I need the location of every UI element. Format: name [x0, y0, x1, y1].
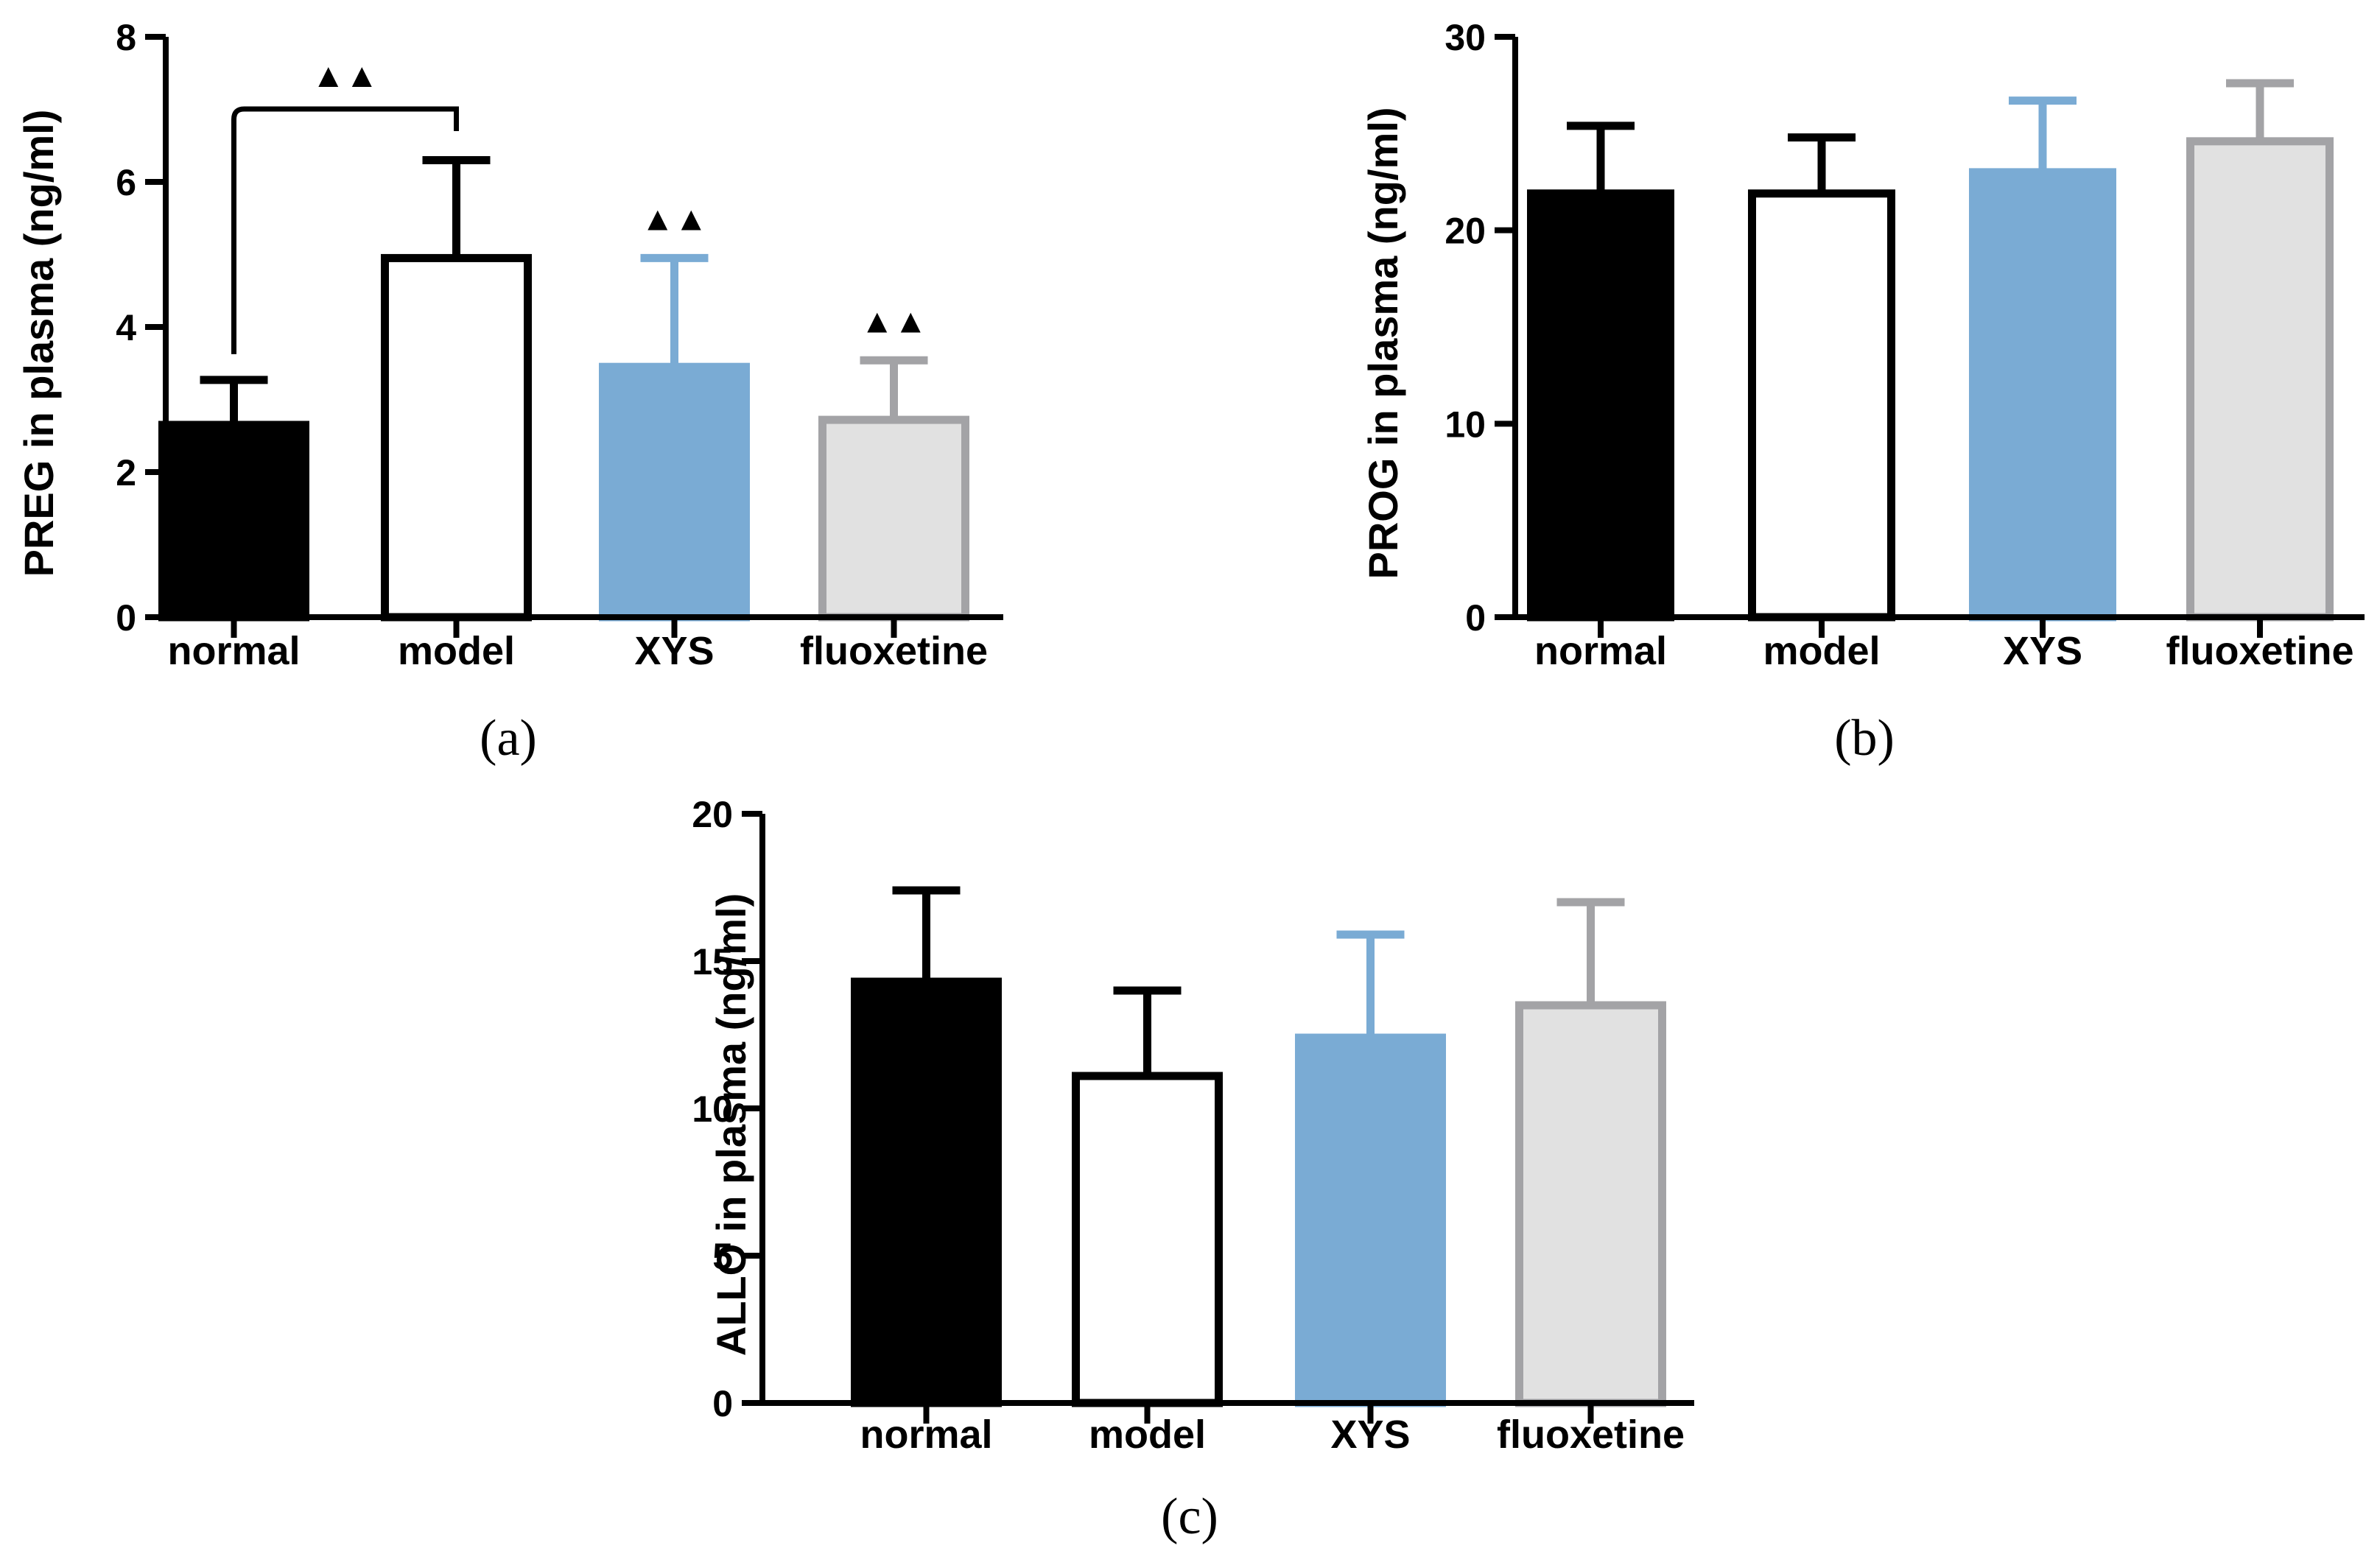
bar-normal [158, 421, 309, 622]
y-tick-label: 15 [692, 941, 733, 982]
bar-xys [1969, 168, 2116, 622]
x-tick-label-fluoxetine: fluoxetine [800, 629, 988, 673]
y-tick-label: 20 [1445, 211, 1486, 252]
x-tick-label-normal: normal [1534, 629, 1667, 673]
y-tick-label: 0 [712, 1383, 733, 1424]
y-tick-label: 8 [116, 17, 136, 58]
y-tick-label: 30 [1445, 17, 1486, 58]
y-tick-label: 20 [692, 794, 733, 835]
x-tick-label-model: model [1763, 629, 1880, 673]
significance-marker: ▲▲ [312, 56, 379, 94]
y-tick-label: 10 [1445, 404, 1486, 445]
bar-xys [1295, 1033, 1446, 1407]
bar-fluoxetine [818, 415, 969, 622]
panel-label: (a) [480, 710, 537, 767]
y-tick-label: 2 [116, 452, 136, 493]
bar-model [1748, 189, 1895, 622]
panel-c: 0 5 10 15 20 normal model XYS fluoxetine ALLO in … [692, 794, 1694, 1545]
bar-normal [1527, 189, 1674, 622]
bar-xys [599, 362, 750, 622]
x-tick-label-xys: XYS [634, 629, 714, 673]
x-tick-label-model: model [1089, 1413, 1206, 1457]
x-tick-label-normal: normal [860, 1413, 992, 1457]
y-tick-label: 0 [1465, 597, 1486, 639]
panel-label: (c) [1161, 1488, 1218, 1545]
significance-marker-fluoxetine: ▲▲ [860, 301, 927, 340]
x-tick-label-xys: XYS [2003, 629, 2082, 673]
panel-a: 0 2 4 6 8 normal model XYS fluoxetine PREG in pla… [15, 17, 1003, 767]
y-tick-label: 4 [116, 307, 136, 348]
panel-b: 0 10 20 30 normal model XYS fluoxetine PROG in p… [1360, 17, 2365, 767]
significance-bracket [231, 106, 459, 354]
x-tick-label-xys: XYS [1330, 1413, 1410, 1457]
y-axis-title: ALLO in plasma (ng/ml) [708, 893, 754, 1356]
panel-label: (b) [1834, 710, 1895, 767]
y-tick-label: 5 [712, 1236, 733, 1277]
bar-model [1072, 1072, 1223, 1407]
x-tick-label-model: model [398, 629, 515, 673]
bar-fluoxetine [2186, 137, 2334, 622]
y-axis-title: PROG in plasma (ng/ml) [1360, 108, 1406, 580]
y-axis-title: PREG in plasma (ng/ml) [15, 110, 62, 577]
y-tick-label: 0 [116, 597, 136, 639]
x-tick-label-fluoxetine: fluoxetine [2166, 629, 2353, 673]
x-tick-label-normal: normal [167, 629, 300, 673]
bar-model [381, 253, 532, 622]
y-tick-label: 6 [116, 162, 136, 203]
x-tick-label-fluoxetine: fluoxetine [1497, 1413, 1685, 1457]
bar-fluoxetine [1515, 1001, 1666, 1407]
bar-normal [851, 977, 1002, 1407]
significance-marker-xys: ▲▲ [641, 199, 708, 237]
y-tick-label: 10 [692, 1089, 733, 1130]
